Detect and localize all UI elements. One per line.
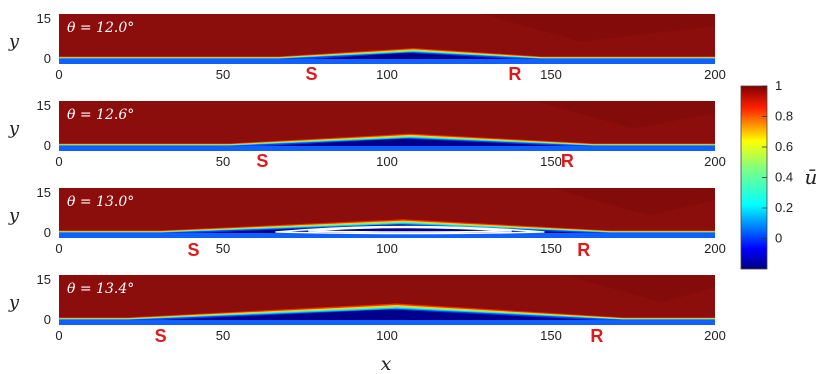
colorbar-tick-label: 0.2 (775, 200, 793, 215)
x-tick-label: 0 (55, 67, 62, 82)
x-tick-label: 200 (704, 67, 726, 82)
panel-annotation: θ = 12.6° (67, 107, 134, 123)
y-tick-label: 0 (44, 312, 51, 327)
y-tick-label: 15 (37, 98, 51, 113)
y-axis-label: y (8, 31, 20, 52)
shock-band (551, 188, 715, 216)
separation-marker-S: S (187, 240, 199, 260)
panel-annotation: θ = 12.0° (67, 20, 134, 36)
x-tick-label: 100 (376, 67, 398, 82)
y-axis-label: y (8, 205, 20, 226)
recirculation-loop-inner (308, 226, 512, 233)
x-tick-label: 150 (540, 154, 562, 169)
separated-core (160, 309, 597, 320)
colorbar-tick-label: 1 (775, 78, 782, 93)
separation-marker-S: S (306, 64, 318, 84)
y-tick-label: 0 (44, 225, 51, 240)
y-axis-label: y (8, 118, 20, 139)
colorbar-tick-label: 0.4 (775, 170, 793, 185)
shock-band (564, 275, 715, 303)
x-tick-label: 50 (216, 154, 230, 169)
reattachment-marker-R: R (577, 240, 590, 260)
x-tick-label: 0 (55, 328, 62, 343)
wall-strip (59, 59, 715, 64)
wall-strip (59, 320, 715, 325)
reattachment-marker-R: R (590, 326, 603, 346)
colorbar: 0 0.2 0.4 0.6 0.8 1 ū (740, 78, 818, 270)
y-tick-label: 0 (44, 51, 51, 66)
y-tick-label: 15 (37, 11, 51, 26)
separation-marker-S: S (155, 326, 167, 346)
x-tick-label: 100 (376, 328, 398, 343)
separation-marker-S: S (256, 151, 268, 171)
x-tick-label: 50 (216, 241, 230, 256)
reattachment-marker-R: R (561, 151, 574, 171)
y-axis-label: y (8, 292, 20, 313)
wall-strip (59, 146, 715, 151)
colorbar-label: ū (805, 165, 818, 189)
colorbar-tick-label: 0.6 (775, 139, 793, 154)
y-tick-label: 15 (37, 185, 51, 200)
x-axis-label: x (381, 353, 392, 374)
x-tick-label: 150 (540, 241, 562, 256)
separated-core (262, 138, 568, 146)
x-tick-label: 200 (704, 328, 726, 343)
x-tick-label: 0 (55, 154, 62, 169)
reattachment-marker-R: R (508, 64, 521, 84)
shock-band (482, 14, 715, 42)
x-tick-label: 100 (376, 241, 398, 256)
recirculation-loop-outer (275, 225, 545, 235)
x-tick-label: 150 (540, 328, 562, 343)
x-tick-label: 100 (376, 154, 398, 169)
colorbar-tick-label: 0 (775, 231, 782, 246)
panel-annotation: θ = 13.4° (67, 281, 134, 297)
colorbar-tick-label: 0.8 (775, 109, 793, 124)
x-tick-label: 200 (704, 241, 726, 256)
y-tick-label: 15 (37, 272, 51, 287)
x-tick-label: 50 (216, 67, 230, 82)
y-tick-label: 0 (44, 138, 51, 153)
separated-core (311, 52, 515, 59)
wall-strip (59, 233, 715, 238)
x-tick-label: 200 (704, 154, 726, 169)
x-tick-label: 50 (216, 328, 230, 343)
x-tick-label: 150 (540, 67, 562, 82)
x-tick-label: 0 (55, 241, 62, 256)
shock-band (534, 101, 715, 129)
panel-annotation: θ = 13.0° (67, 194, 134, 210)
